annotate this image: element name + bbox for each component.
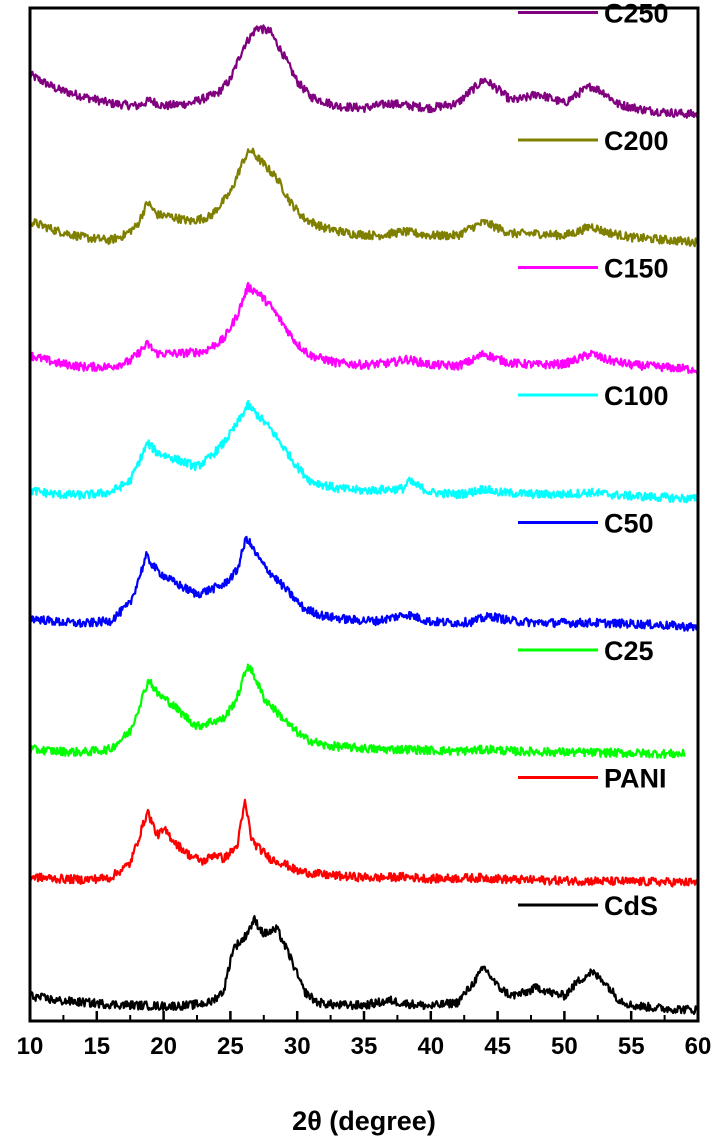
series-line-c25 (29, 663, 686, 759)
x-tick-label-35: 35 (351, 1033, 378, 1060)
series-line-c100 (28, 400, 699, 504)
legend-label-c100: C100 (604, 381, 669, 411)
legend-group: C250 C200 C150 C100 C50 C25 PANI CdS (518, 0, 669, 921)
x-tick-label-30: 30 (284, 1033, 311, 1060)
series-line-c150 (29, 281, 700, 375)
legend-label-c50: C50 (604, 509, 654, 539)
series-line-c50 (28, 535, 700, 632)
x-axis-title: 2θ (degree) (292, 1106, 436, 1136)
series-line-c250 (28, 24, 700, 119)
legend-label-c150: C150 (604, 254, 669, 284)
x-tick-label-45: 45 (484, 1033, 511, 1060)
x-tick-label-25: 25 (217, 1033, 244, 1060)
curves-group (28, 24, 700, 1015)
legend-label-c200: C200 (604, 126, 669, 156)
x-axis: 10 15 20 25 30 35 40 45 50 55 60 (17, 1011, 712, 1060)
x-tick-label-55: 55 (618, 1033, 645, 1060)
x-tick-label-15: 15 (83, 1033, 110, 1060)
plot-frame (28, 6, 700, 1023)
x-tick-label-40: 40 (417, 1033, 444, 1060)
series-line-pani (28, 798, 700, 888)
legend-label-c25: C25 (604, 636, 654, 666)
x-tick-label-10: 10 (17, 1033, 44, 1060)
legend-label-pani: PANI (604, 764, 667, 794)
series-line-c200 (28, 147, 700, 248)
series-line-cds (28, 915, 699, 1015)
legend-label-cds: CdS (604, 891, 658, 921)
x-tick-label-50: 50 (551, 1033, 578, 1060)
x-tick-label-20: 20 (150, 1033, 177, 1060)
legend-label-c250: C250 (604, 0, 669, 29)
x-tick-label-60: 60 (685, 1033, 712, 1060)
